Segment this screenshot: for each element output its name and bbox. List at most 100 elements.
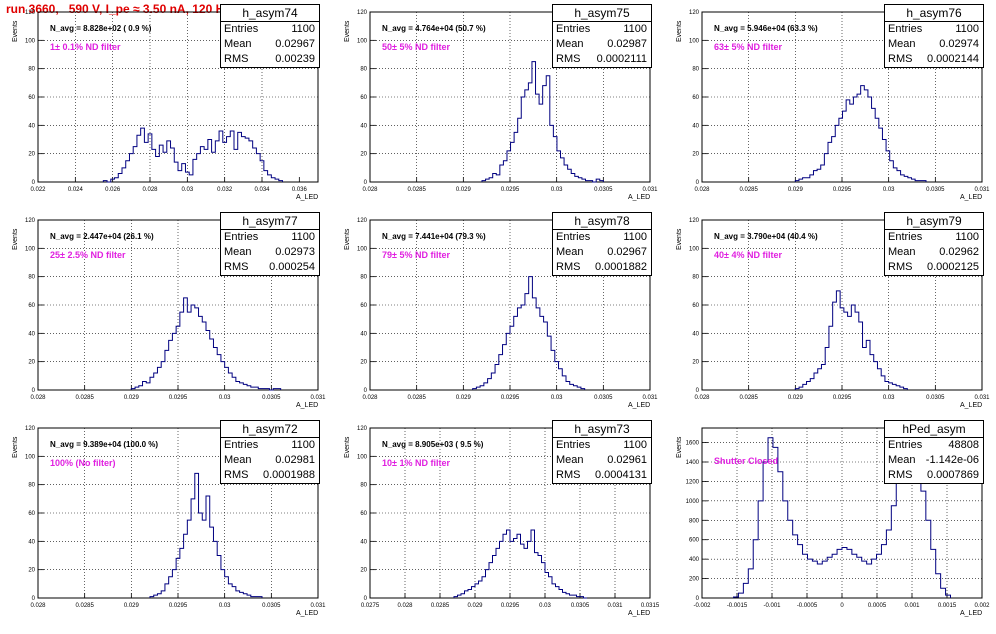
stats-title: h_asym77: [221, 213, 319, 230]
y-tick-label: 40: [360, 331, 367, 337]
histogram-plot: 0.028 0.0285 0.029 0.0295 0.03 0.0305 0.031 0 20…: [689, 218, 990, 401]
x-tick-label: 0.022: [30, 187, 46, 193]
stats-key: RMS: [224, 53, 249, 65]
y-tick-label: 80: [28, 275, 35, 281]
y-axis-label: Events: [12, 436, 19, 458]
y-tick-label: 60: [28, 303, 35, 309]
stats-key: Entries: [556, 439, 591, 451]
stats-key: Mean: [888, 454, 916, 466]
x-axis-label: A_LED: [296, 610, 319, 617]
x-tick-label: 0.0305: [594, 187, 613, 193]
x-tick-label: 0.031: [974, 187, 990, 193]
stats-row: Mean 0.02962: [885, 245, 983, 260]
y-axis-label: Events: [676, 228, 683, 250]
y-tick-label: 40: [28, 331, 35, 337]
y-tick-label: 80: [360, 67, 367, 73]
x-tick-label: 0.028: [30, 395, 46, 401]
stats-value: -1.142e-06: [925, 454, 979, 466]
stats-row: RMS 0.0007869: [885, 468, 983, 483]
histogram-panel: 0.022 0.024 0.026 0.028 0.03 0.032 0.034 0.036 0…: [10, 4, 338, 218]
x-tick-label: 0.028: [362, 187, 378, 193]
stats-title: h_asym76: [885, 5, 983, 22]
stats-title: h_asym78: [553, 213, 651, 230]
x-axis-label: A_LED: [628, 194, 651, 201]
y-tick-label: 1600: [686, 441, 700, 447]
stats-value: 0.00239: [275, 53, 315, 65]
histogram-plot: 0.028 0.0285 0.029 0.0295 0.03 0.0305 0.031 0 20…: [689, 10, 990, 193]
x-tick-label: 0.0315: [641, 603, 660, 609]
y-tick-label: 100: [357, 246, 368, 252]
x-tick-label: 0.03: [539, 603, 551, 609]
x-tick-label: 0.0305: [262, 603, 281, 609]
stats-value: 0.02962: [939, 246, 979, 258]
histogram-panel: 0.028 0.0285 0.029 0.0295 0.03 0.0305 0.031 0 20…: [10, 420, 338, 634]
stats-key: Mean: [556, 454, 584, 466]
stats-value: 0.0002111: [596, 53, 647, 65]
y-tick-label: 100: [689, 38, 700, 44]
x-tick-label: 0.0295: [169, 603, 188, 609]
y-axis-label: Events: [12, 20, 19, 42]
x-tick-label: 0.03: [219, 395, 231, 401]
y-tick-label: 800: [689, 518, 700, 524]
x-tick-label: 0.031: [974, 395, 990, 401]
x-tick-label: 0.03: [551, 395, 563, 401]
y-tick-label: 60: [28, 511, 35, 517]
navg-label: N_avg = 7.441e+04 (79.3 %): [382, 232, 486, 241]
stats-key: Mean: [224, 246, 252, 258]
stats-row: RMS 0.0001988: [221, 468, 319, 483]
histogram-series: [149, 472, 263, 598]
y-tick-label: 60: [692, 303, 699, 309]
stats-key: Mean: [224, 38, 252, 50]
stats-key: Entries: [888, 23, 923, 35]
x-tick-label: 0: [840, 603, 844, 609]
stats-title: h_asym74: [221, 5, 319, 22]
y-axis-label: Events: [344, 228, 351, 250]
x-tick-label: 0.0305: [926, 395, 945, 401]
x-axis-label: A_LED: [296, 402, 319, 409]
y-tick-label: 40: [360, 123, 367, 129]
filter-label: 1± 0.1% ND filter: [50, 42, 121, 52]
y-tick-label: 60: [360, 95, 367, 101]
y-tick-label: 100: [25, 246, 36, 252]
histogram-series: [794, 290, 908, 390]
stats-key: Entries: [224, 231, 259, 243]
histogram-series: [130, 297, 282, 391]
x-tick-label: 0.031: [642, 395, 658, 401]
y-tick-label: 120: [357, 218, 368, 224]
stats-row: RMS 0.000254: [221, 260, 319, 275]
stats-value: 0.02974: [939, 38, 979, 50]
stats-row: Entries 48808: [885, 438, 983, 453]
stats-key: RMS: [888, 469, 913, 481]
x-tick-label: 0.031: [310, 395, 326, 401]
x-tick-label: 0.002: [974, 603, 990, 609]
y-tick-label: 60: [692, 95, 699, 101]
x-axis-label: A_LED: [960, 402, 983, 409]
x-tick-label: 0.0295: [833, 187, 852, 193]
histogram-series: [453, 529, 587, 599]
stats-value: 0.0001988: [263, 469, 315, 481]
y-tick-label: 0: [364, 388, 368, 394]
y-tick-label: 200: [689, 577, 700, 583]
stats-row: Mean 0.02961: [553, 453, 651, 468]
stats-value: 1100: [955, 23, 979, 35]
stats-title: hPed_asym: [885, 421, 983, 438]
y-tick-label: 20: [28, 152, 35, 158]
stats-value: 1100: [623, 23, 647, 35]
y-tick-label: 60: [360, 303, 367, 309]
x-tick-label: 0.029: [788, 395, 804, 401]
x-axis-label: A_LED: [628, 610, 651, 617]
filter-label: 40± 4% ND filter: [714, 250, 782, 260]
stats-row: Entries 1100: [885, 230, 983, 245]
stats-key: Entries: [888, 439, 923, 451]
x-tick-label: 0.028: [30, 603, 46, 609]
x-tick-label: 0.0295: [169, 395, 188, 401]
y-tick-label: 40: [28, 539, 35, 545]
navg-label: N_avg = 8.905e+03 ( 9.5 %): [382, 440, 484, 449]
x-tick-label: 0.03: [883, 395, 895, 401]
y-tick-label: 20: [360, 360, 367, 366]
stats-value: 0.0004131: [595, 469, 647, 481]
stats-value: 0.0001882: [595, 261, 647, 273]
stats-key: RMS: [556, 261, 581, 273]
filter-label: 50± 5% ND filter: [382, 42, 450, 52]
histogram-plot: 0.022 0.024 0.026 0.028 0.03 0.032 0.034 0.036 0…: [25, 10, 319, 193]
